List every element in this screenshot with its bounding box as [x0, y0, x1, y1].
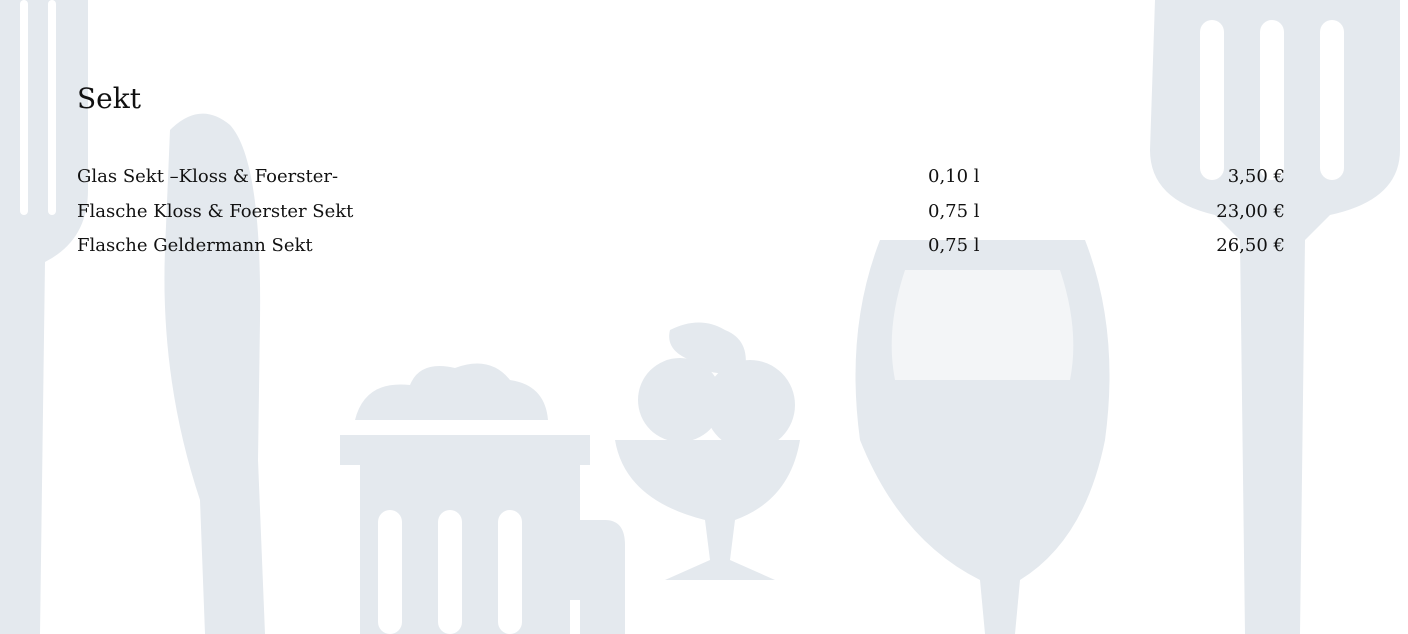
menu-item: Flasche Kloss & Foerster Sekt 0,75 l 23,00…: [77, 201, 1285, 231]
menu-item: Glas Sekt –Kloss & Foerster- 0,10 l 3,50 €: [77, 166, 1285, 196]
menu-section: Sekt Glas Sekt –Kloss & Foerster- 0,10 l 3…: [0, 0, 1408, 634]
menu-item: Flasche Geldermann Sekt 0,75 l 26,50 €: [77, 235, 1285, 265]
item-name: Flasche Kloss & Foerster Sekt: [77, 201, 353, 222]
item-volume: 0,75 l: [928, 201, 980, 222]
item-name: Flasche Geldermann Sekt: [77, 235, 313, 256]
item-price: 23,00 €: [1216, 201, 1285, 222]
item-price: 3,50 €: [1228, 166, 1285, 187]
item-volume: 0,10 l: [928, 166, 980, 187]
section-title: Sekt: [77, 82, 141, 115]
item-name: Glas Sekt –Kloss & Foerster-: [77, 166, 338, 187]
item-price: 26,50 €: [1216, 235, 1285, 256]
item-volume: 0,75 l: [928, 235, 980, 256]
page: Sekt Glas Sekt –Kloss & Foerster- 0,10 l 3…: [0, 0, 1408, 634]
